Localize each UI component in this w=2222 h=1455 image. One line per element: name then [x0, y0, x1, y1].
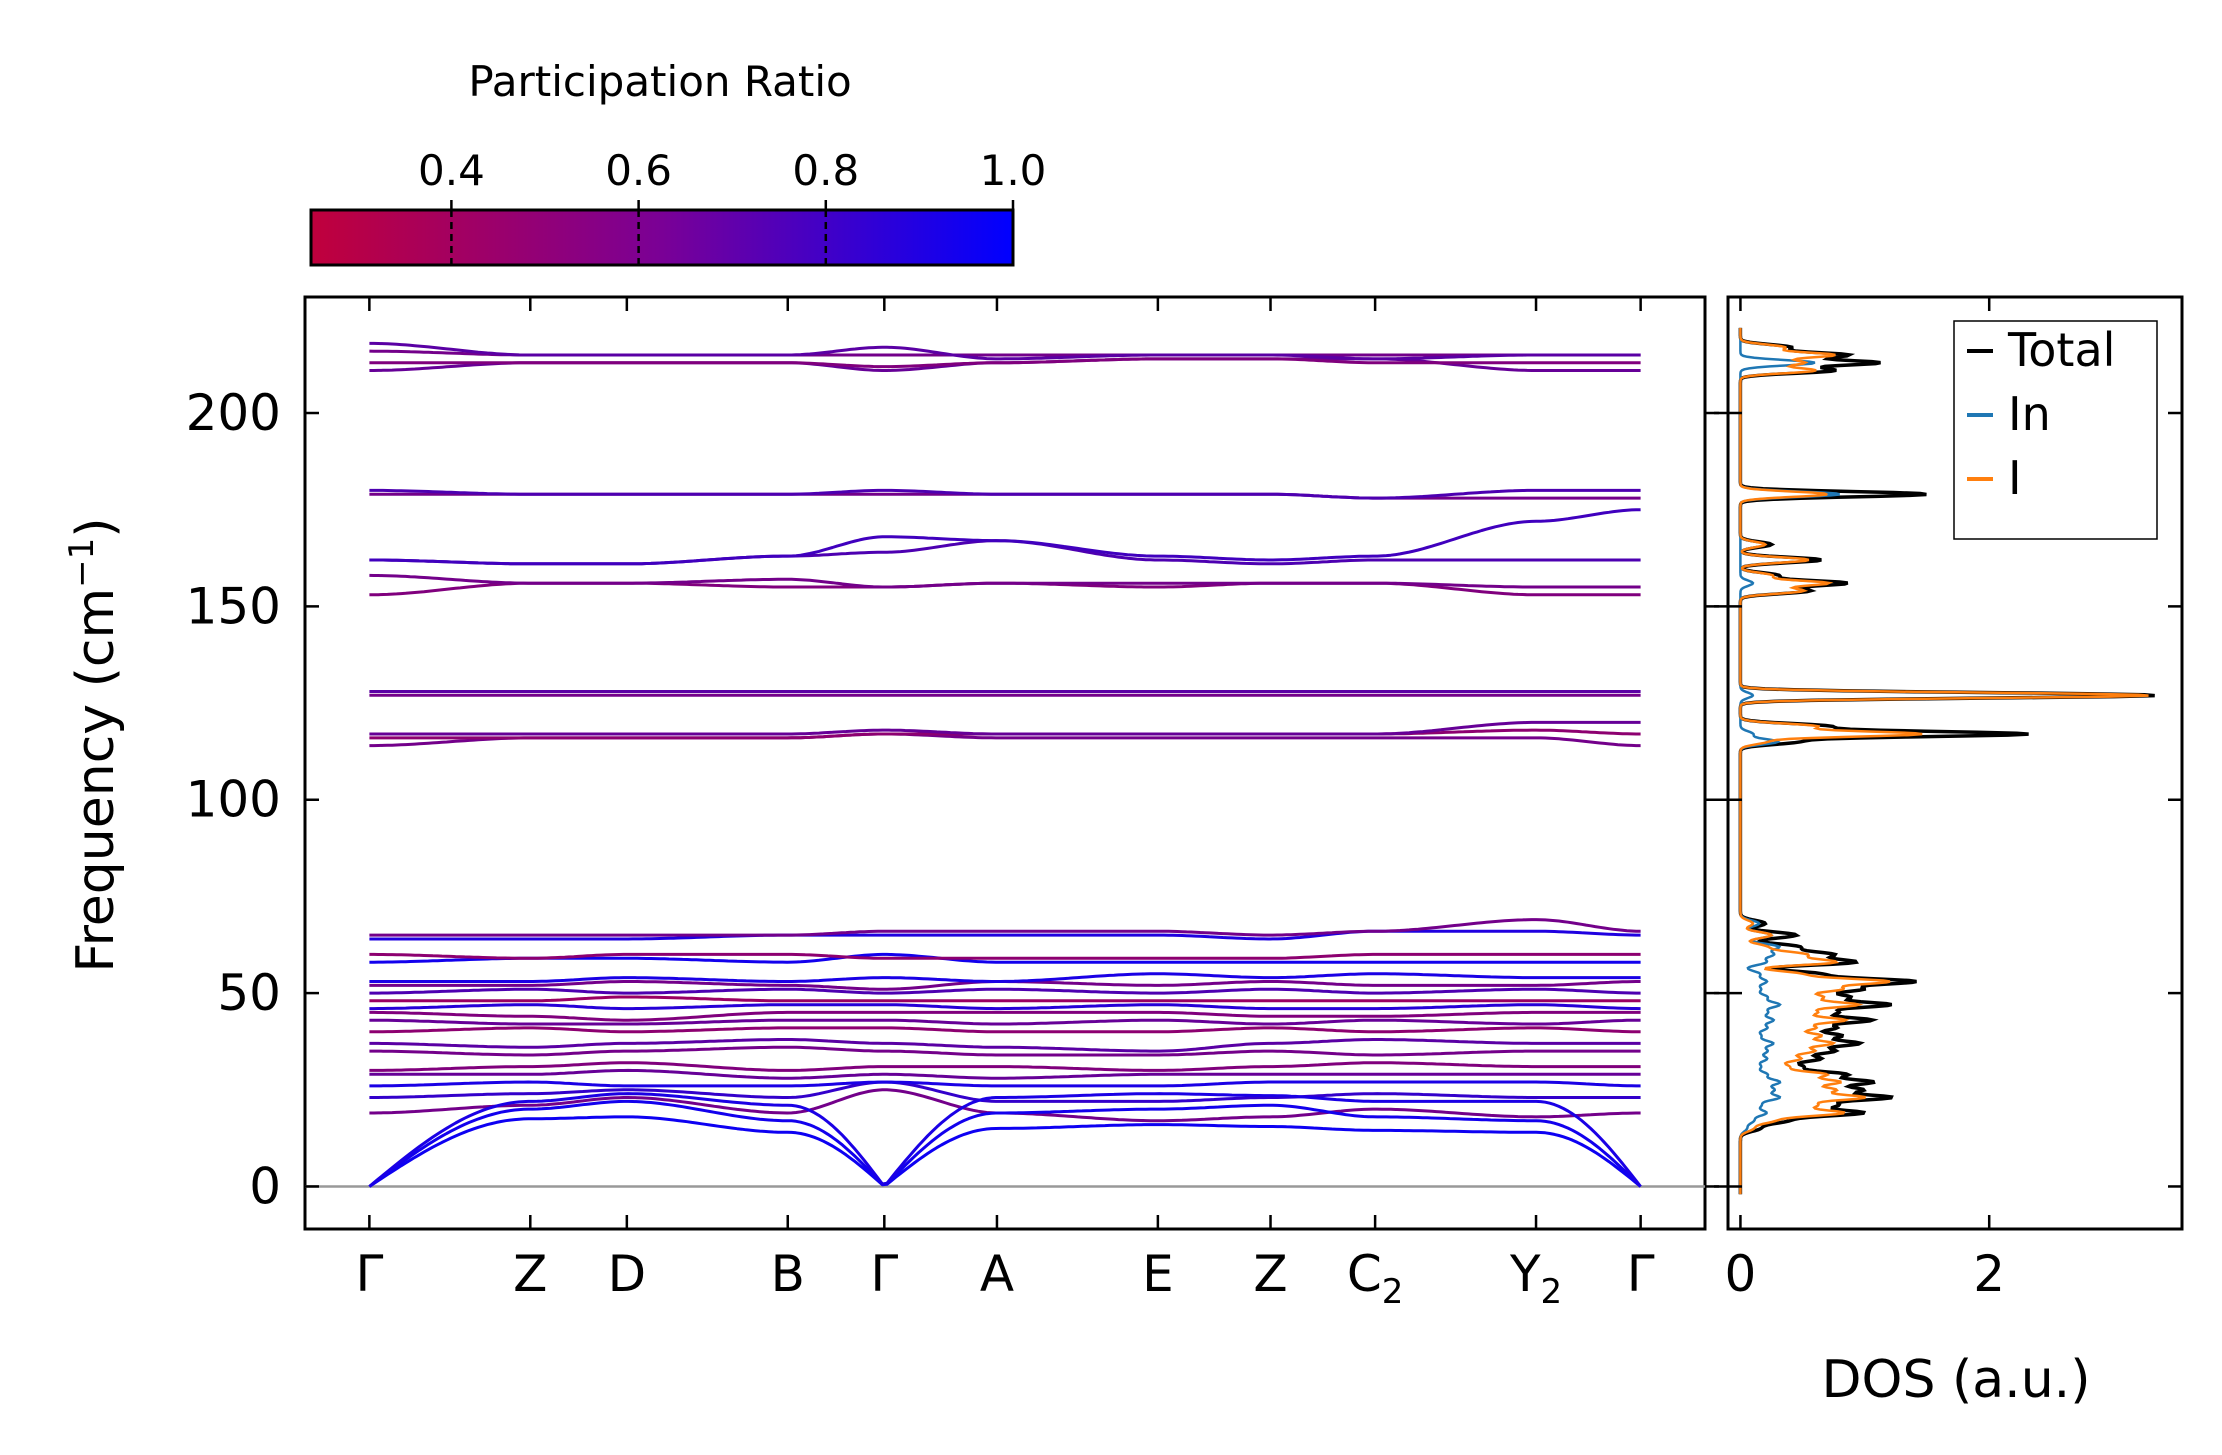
legend-frame	[1953, 320, 2158, 540]
y-tick-label: 50	[217, 964, 281, 1022]
band-y-axis: 0 50 100 150 200	[186, 384, 1719, 1215]
kpoint-symbol: Z	[1253, 1245, 1287, 1303]
optical-branch	[369, 952, 1641, 960]
colorbar-ticks: 0.4 0.6 0.8 1.0	[418, 146, 1046, 265]
legend-label: In	[2008, 387, 2051, 441]
kpoint-symbol: Γ	[355, 1245, 383, 1303]
ylabel-main: Frequency (cm	[66, 588, 126, 973]
optical-branch	[369, 1068, 1641, 1080]
optical-branch	[369, 1080, 1641, 1103]
kpoint-label: Z	[513, 1245, 547, 1303]
acoustic-branch	[368, 1099, 1642, 1188]
optical-branch	[369, 1010, 1641, 1022]
colorbar-tick-label: 0.4	[418, 146, 485, 195]
y-tick-label: 200	[186, 384, 281, 442]
legend-label: I	[2008, 451, 2022, 505]
colorbar-gradient	[309, 208, 1015, 267]
optical-branch	[369, 357, 1641, 369]
optical-branch	[369, 1045, 1641, 1057]
kpoint-label: Γ	[870, 1245, 898, 1303]
optical-branch	[369, 573, 1641, 589]
dos-x-tick-label: 2	[1973, 1245, 2005, 1303]
dos-axes-frame	[1726, 295, 2184, 1231]
kpoint-symbol: Γ	[870, 1245, 898, 1303]
kpoint-label: Γ	[1627, 1245, 1655, 1303]
kpoint-subscript: 2	[1382, 1272, 1404, 1312]
kpoint-symbol: C	[1347, 1245, 1382, 1303]
kpoint-label: Z	[1253, 1245, 1287, 1303]
ylabel-close: )	[66, 517, 126, 537]
optical-branch	[369, 952, 1641, 964]
colorbar-title: Participation Ratio	[468, 57, 851, 106]
kpoint-label: A	[980, 1245, 1014, 1303]
kpoint-label: B	[771, 1245, 805, 1303]
ylabel-superscript: −1	[62, 538, 102, 588]
kpoint-symbol: A	[980, 1245, 1014, 1303]
optical-branch	[369, 732, 1641, 748]
optical-branch	[369, 1018, 1641, 1026]
y-tick-label: 150	[186, 577, 281, 635]
dos-series-in	[1739, 327, 1840, 1195]
optical-branch	[369, 1080, 1641, 1088]
legend-items: Total In I	[1967, 323, 2115, 505]
optical-branch	[369, 929, 1641, 941]
kpoint-symbol: E	[1142, 1245, 1174, 1303]
optical-branch	[369, 488, 1641, 500]
kpoint-symbol: B	[771, 1245, 805, 1303]
kpoint-label: C2	[1347, 1245, 1404, 1312]
optical-branch	[369, 1003, 1641, 1011]
y-tick-label: 100	[186, 771, 281, 829]
optical-branch	[369, 1038, 1641, 1053]
kpoint-label: Y2	[1509, 1245, 1562, 1312]
colorbar-tick-label: 0.6	[605, 146, 672, 195]
optical-branch	[369, 1061, 1641, 1072]
dos-legend: Total In I	[1953, 320, 2158, 540]
band-x-axis: Γ Z D B Γ A E Z C2 Y2 Γ	[355, 297, 1655, 1312]
kpoint-symbol: Z	[513, 1245, 547, 1303]
band-axes-frame	[303, 295, 1707, 1231]
colorbar-tick-label: 0.8	[792, 146, 859, 195]
dos-series-i	[1739, 327, 2149, 1195]
acoustic-branch	[368, 1092, 1642, 1188]
band-y-axis-label: Frequency (cm−1)	[62, 517, 126, 972]
kpoint-symbol: Y	[1509, 1245, 1541, 1303]
kpoint-symbol: Γ	[1627, 1245, 1655, 1303]
optical-branch	[369, 987, 1641, 995]
kpoint-label: Γ	[355, 1245, 383, 1303]
optical-branch	[369, 995, 1641, 1003]
kpoint-symbol: D	[608, 1245, 647, 1303]
colorbar: Participation Ratio 0.4 0.6 0.8 1.0	[309, 57, 1046, 267]
dos-y-axis	[1714, 411, 2182, 1188]
kpoint-label: E	[1142, 1245, 1174, 1303]
dos-x-tick-label: 0	[1725, 1245, 1757, 1303]
phonon-branches	[368, 341, 1642, 1188]
optical-branch	[369, 918, 1641, 937]
optical-branch	[369, 972, 1641, 983]
optical-branch	[369, 341, 1641, 361]
optical-branch	[369, 1026, 1641, 1034]
optical-branch	[369, 357, 1641, 372]
kpoint-label: D	[608, 1245, 647, 1303]
optical-branch	[369, 539, 1641, 566]
kpoint-subscript: 2	[1540, 1272, 1562, 1312]
y-tick-label: 0	[249, 1157, 281, 1215]
legend-label: Total	[2007, 323, 2115, 377]
dos-curves	[1738, 327, 2155, 1195]
dos-x-axis-label: DOS (a.u.)	[1822, 1350, 2091, 1410]
acoustic-branch	[368, 1115, 1642, 1188]
colorbar-tick-label: 1.0	[980, 146, 1047, 195]
optical-branch	[369, 720, 1641, 736]
optical-branch	[369, 508, 1641, 566]
